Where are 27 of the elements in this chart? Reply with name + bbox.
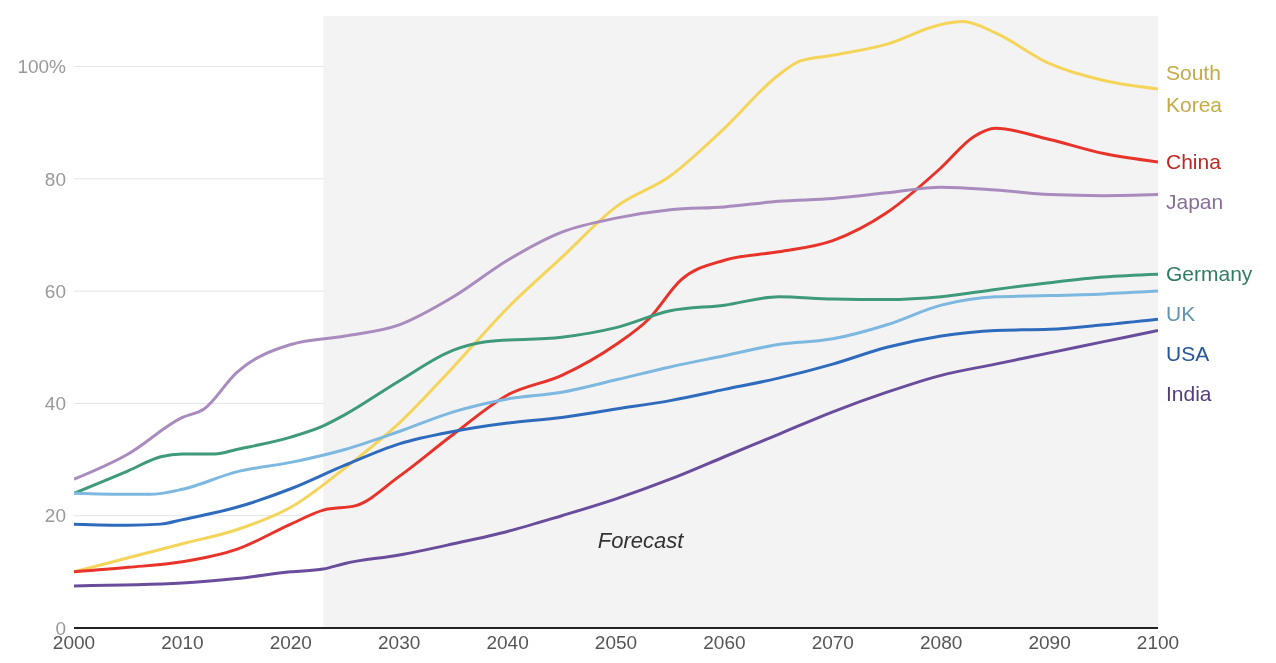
y-tick-label: 80 <box>44 168 66 190</box>
series-label: USA <box>1166 341 1210 368</box>
y-tick-label: 100% <box>17 56 67 78</box>
x-tick-label: 2030 <box>378 632 421 654</box>
x-tick-label: 2100 <box>1136 632 1180 654</box>
x-tick-label: 2080 <box>920 632 963 654</box>
series-label: China <box>1166 148 1221 175</box>
series-label: Germany <box>1166 261 1253 288</box>
x-tick-label: 2020 <box>269 632 312 654</box>
y-tick-label: 20 <box>44 505 66 527</box>
x-tick-label: 2050 <box>594 632 638 654</box>
text: India <box>1166 381 1212 408</box>
x-tick-label: 2010 <box>161 632 204 654</box>
y-tick-label: 60 <box>44 280 66 302</box>
x-tick-label: 2060 <box>703 632 746 654</box>
line-series <box>74 317 1158 527</box>
band-label: Forecast <box>597 528 685 553</box>
x-tick-label: 2040 <box>486 632 529 654</box>
series-label: South Korea <box>1166 60 1223 118</box>
y-tick-label: 40 <box>44 393 66 415</box>
line-series <box>74 185 1158 481</box>
x-tick-label: 2090 <box>1028 632 1071 654</box>
line-series <box>74 126 1158 574</box>
line-series <box>74 328 1158 588</box>
series-label: Japan <box>1166 188 1224 215</box>
series-label: UK <box>1166 301 1196 328</box>
x-tick-label: 2070 <box>811 632 854 654</box>
